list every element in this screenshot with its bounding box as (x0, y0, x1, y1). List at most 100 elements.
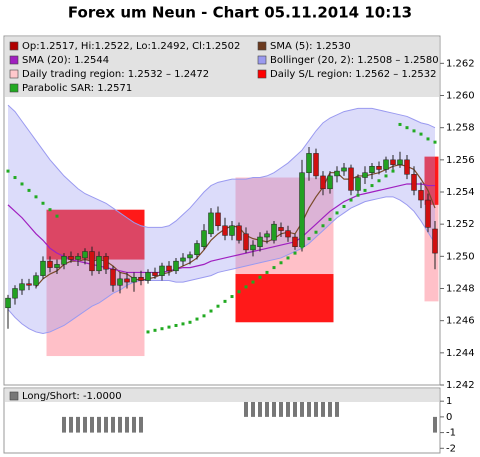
candle-body (117, 278, 123, 286)
position-bar (76, 416, 80, 433)
candle-body (222, 225, 228, 236)
position-bar (125, 416, 129, 433)
sar-dot (286, 256, 290, 260)
y-tick-label: 0 (446, 412, 452, 423)
sar-dot (321, 224, 325, 228)
candle-body (376, 166, 382, 170)
position-bar (307, 401, 311, 417)
trading-region (46, 259, 145, 357)
candle-body (404, 159, 410, 175)
position-bar (69, 416, 73, 433)
sar-dot (20, 182, 24, 186)
candle-body (320, 175, 326, 190)
legend-label: Parabolic SAR: 1.2571 (22, 83, 132, 94)
sar-dot (146, 330, 150, 334)
candle-body (432, 228, 438, 254)
y-tick-label: -1 (446, 428, 456, 439)
legend-label: SMA (5): 1.2530 (270, 41, 351, 52)
candle-body (362, 172, 368, 178)
sar-dot (153, 328, 157, 332)
candle-body (257, 236, 263, 247)
candle-body (82, 251, 88, 259)
sar-dot (272, 266, 276, 270)
candle-body (369, 166, 375, 173)
position-bar (433, 416, 437, 433)
candle-body (411, 174, 417, 191)
sar-dot (307, 237, 311, 241)
candle-body (201, 230, 207, 247)
legend-background (5, 389, 439, 402)
y-tick-label: 1.252 (446, 219, 475, 230)
legend-swatch (9, 55, 19, 65)
candle-body (383, 159, 389, 170)
sar-dot (300, 245, 304, 249)
sar-dot (27, 188, 31, 192)
candle-body (110, 268, 116, 286)
sar-dot (251, 280, 255, 284)
candle-body (271, 223, 277, 241)
bollinger-lower (7, 196, 436, 335)
sar-dot (342, 204, 346, 208)
candle-body (26, 283, 32, 286)
candle-body (89, 251, 95, 272)
sar-dot (167, 325, 171, 329)
candle-body (278, 227, 284, 231)
position-bar (90, 416, 94, 433)
sar-dot (48, 208, 52, 212)
candle-body (327, 175, 333, 190)
candle-body (68, 256, 74, 260)
indicator-line (35, 164, 436, 288)
candle-body (390, 159, 396, 165)
y-tick-label: 1.246 (446, 316, 475, 327)
candle-body (236, 225, 242, 241)
candle-body (229, 225, 235, 236)
sar-dot (230, 295, 234, 299)
sar-dot (265, 270, 269, 274)
sar-dot (216, 304, 220, 308)
candle-body (215, 212, 221, 227)
y-tick-label: 1.260 (446, 91, 475, 102)
candle-body (187, 254, 193, 259)
candle-body (19, 283, 25, 291)
legend-swatch (257, 69, 267, 79)
y-tick-label: 1.244 (446, 348, 475, 359)
position-bar (335, 401, 339, 417)
candle-body (159, 265, 165, 276)
position-bar (139, 416, 143, 433)
sar-dot (34, 195, 38, 199)
bollinger-upper (7, 104, 436, 228)
sar-dot (293, 251, 297, 255)
candle-body (250, 244, 256, 251)
position-bar (251, 401, 255, 417)
candle-body (243, 233, 249, 251)
candle-body (348, 167, 354, 191)
y-tick-label: 1.254 (446, 187, 475, 198)
sar-dot (314, 230, 318, 234)
sl-region (235, 274, 334, 323)
candle-body (75, 256, 81, 260)
candle-body (5, 297, 11, 309)
sar-dot (223, 299, 227, 303)
candle-body (166, 265, 172, 272)
candle-body (285, 230, 291, 238)
sar-dot (419, 132, 423, 136)
sar-dot (55, 214, 59, 218)
position-bar (244, 401, 248, 417)
candle-body (418, 190, 424, 201)
position-bar (83, 416, 87, 433)
position-bar (328, 401, 332, 417)
position-bar (279, 401, 283, 417)
sl-region (424, 156, 439, 205)
sar-dot (370, 184, 374, 188)
legend-label: Daily trading region: 1.2532 – 1.2472 (22, 69, 209, 80)
candle-body (313, 153, 319, 177)
candle-body (96, 256, 102, 272)
legend-swatch (9, 391, 19, 401)
position-bar (293, 401, 297, 417)
sar-dot (244, 285, 248, 289)
candle-body (180, 257, 186, 262)
sar-dot (6, 169, 10, 173)
chart-title: Forex um Neun - Chart 05.11.2014 10:13 (68, 4, 412, 22)
position-bar (97, 416, 101, 433)
position-bar (265, 401, 269, 417)
